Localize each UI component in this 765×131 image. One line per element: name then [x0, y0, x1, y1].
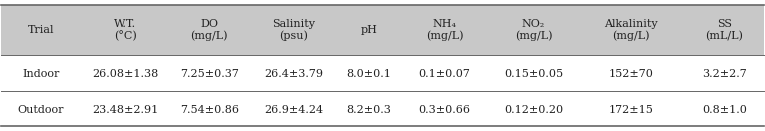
- Text: Salinity
(psu): Salinity (psu): [272, 19, 315, 41]
- Text: 8.2±0.3: 8.2±0.3: [347, 105, 392, 115]
- Text: 0.1±0.07: 0.1±0.07: [418, 69, 470, 79]
- Text: 7.25±0.37: 7.25±0.37: [180, 69, 239, 79]
- Text: NO₂
(mg/L): NO₂ (mg/L): [515, 19, 552, 41]
- Text: Indoor: Indoor: [22, 69, 60, 79]
- Text: 26.08±1.38: 26.08±1.38: [92, 69, 158, 79]
- Text: 3.2±2.7: 3.2±2.7: [702, 69, 747, 79]
- Text: W.T.
(°C): W.T. (°C): [114, 19, 136, 41]
- Text: 0.3±0.66: 0.3±0.66: [418, 105, 470, 115]
- Text: 0.15±0.05: 0.15±0.05: [504, 69, 563, 79]
- Text: 0.12±0.20: 0.12±0.20: [504, 105, 563, 115]
- Text: NH₄
(mg/L): NH₄ (mg/L): [426, 19, 464, 41]
- Text: SS
(mL/L): SS (mL/L): [705, 19, 744, 41]
- Text: 7.54±0.86: 7.54±0.86: [180, 105, 239, 115]
- Text: 26.4±3.79: 26.4±3.79: [264, 69, 323, 79]
- Text: 172±15: 172±15: [609, 105, 653, 115]
- Text: Alkalinity
(mg/L): Alkalinity (mg/L): [604, 19, 658, 41]
- Text: 8.0±0.1: 8.0±0.1: [347, 69, 392, 79]
- Text: 152±70: 152±70: [609, 69, 653, 79]
- Text: 23.48±2.91: 23.48±2.91: [92, 105, 158, 115]
- Text: DO
(mg/L): DO (mg/L): [190, 19, 228, 41]
- Text: Outdoor: Outdoor: [18, 105, 64, 115]
- Text: Trial: Trial: [28, 25, 54, 35]
- Text: 0.8±1.0: 0.8±1.0: [702, 105, 747, 115]
- FancyBboxPatch shape: [1, 5, 764, 55]
- Text: 26.9±4.24: 26.9±4.24: [264, 105, 324, 115]
- Text: pH: pH: [361, 25, 378, 35]
